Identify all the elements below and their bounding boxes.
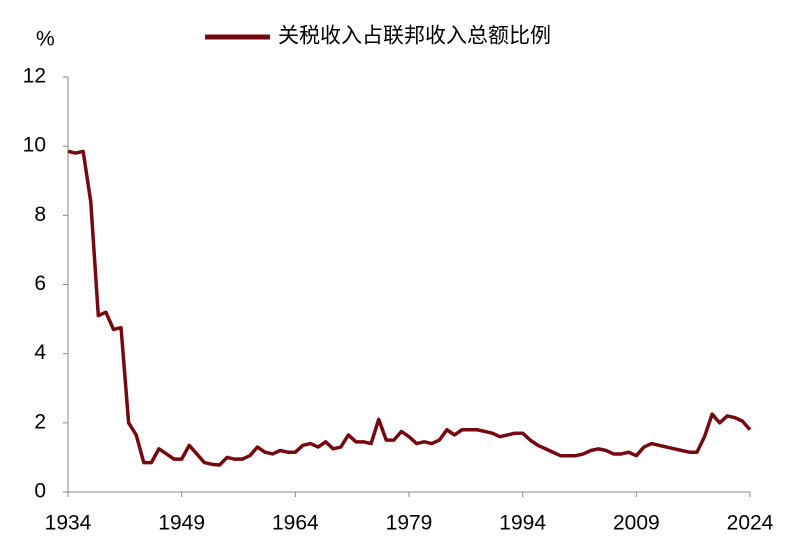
- y-tick-label: 2: [34, 410, 46, 433]
- series-line: [67, 149, 752, 467]
- y-tick-label: 4: [34, 341, 46, 364]
- y-tick-label: 12: [23, 65, 46, 88]
- y-tick-label: 0: [34, 480, 46, 503]
- y-unit: %: [36, 28, 55, 51]
- x-tick-label: 1964: [272, 512, 319, 535]
- y-tick-label: 10: [23, 134, 46, 157]
- y-tick-label: 6: [34, 272, 46, 295]
- legend-label: 关税收入占联邦收入总额比例: [278, 25, 551, 48]
- x-tick-label: 2024: [727, 512, 774, 535]
- x-tick-label: 1934: [45, 512, 92, 535]
- x-tick-label: 1994: [499, 512, 546, 535]
- x-tick-label: 1949: [158, 512, 205, 535]
- x-tick-label: 1979: [386, 512, 433, 535]
- x-tick-label: 2009: [613, 512, 660, 535]
- y-tick-label: 8: [34, 203, 46, 226]
